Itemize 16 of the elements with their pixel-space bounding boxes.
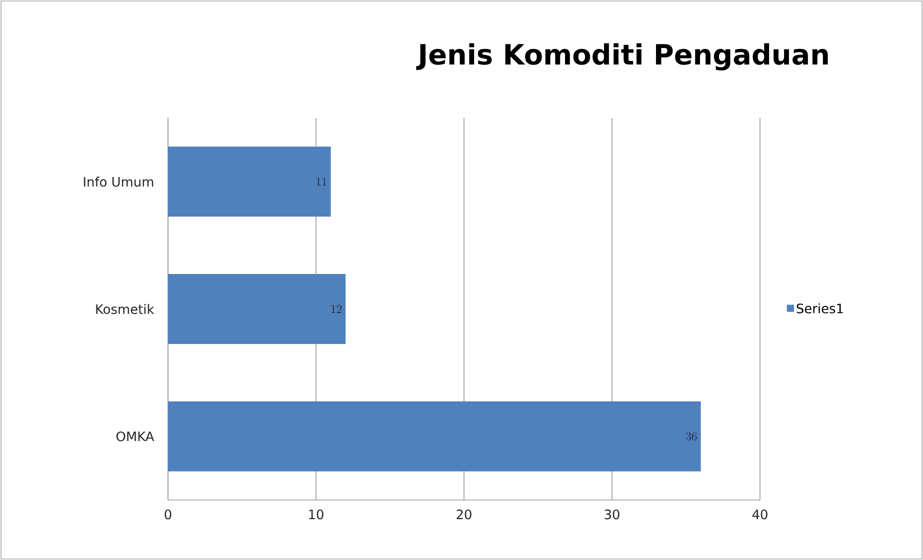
y-tick-label: Info Umum (84, 176, 154, 187)
x-tick-label: 10 (309, 510, 324, 520)
chart-title: Jenis Komoditi Pengaduan (416, 43, 828, 70)
y-tick-label: Kosmetik (96, 304, 154, 314)
data-label: 36 (686, 432, 697, 440)
x-tick-label: 40 (752, 510, 768, 520)
y-tick-label: OMKA (116, 431, 154, 442)
bar (168, 401, 701, 472)
data-label: 11 (316, 178, 326, 186)
x-tick-label: 30 (604, 510, 620, 520)
legend-label: Series1 (796, 303, 843, 314)
bar (168, 274, 346, 344)
data-label: 12 (331, 304, 342, 313)
bar (168, 146, 331, 217)
x-tick-label: 0 (164, 510, 172, 520)
x-tick-label: 20 (456, 510, 472, 520)
